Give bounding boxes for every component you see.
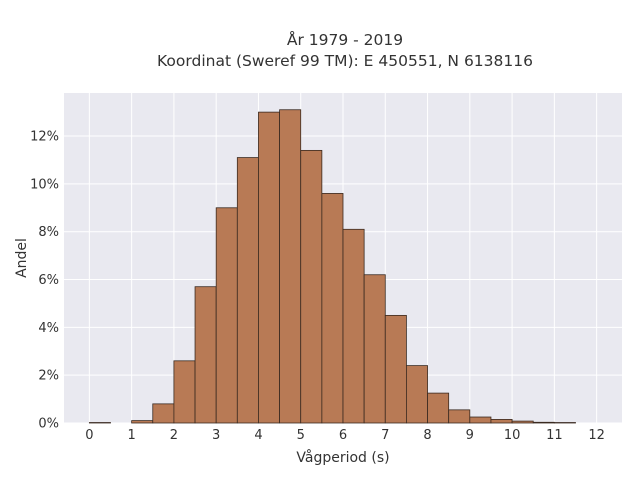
histogram-bar (173, 360, 196, 424)
x-tick-label: 9 (466, 428, 474, 443)
x-tick-label: 6 (339, 428, 347, 443)
histogram-bar (363, 274, 386, 424)
y-tick-label: 2% (38, 369, 59, 384)
histogram-bar (300, 149, 323, 424)
x-tick-label: 5 (297, 428, 305, 443)
x-axis-label: Vågperiod (s) (296, 449, 389, 466)
y-axis-label: Andel (14, 238, 30, 278)
x-tick-label: 4 (254, 428, 262, 443)
x-tick-label: 8 (423, 428, 431, 443)
histogram-bar (342, 228, 365, 424)
x-tick-label: 2 (170, 428, 178, 443)
chart-title-line-1: År 1979 - 2019 (287, 30, 403, 49)
histogram-bar (406, 365, 428, 424)
histogram-bar (258, 111, 280, 424)
histogram-bar (490, 419, 513, 424)
histogram-bar (448, 409, 471, 424)
histogram-bar (131, 420, 154, 424)
histogram-bar (384, 314, 407, 424)
histogram-bar (215, 207, 238, 424)
x-tick-label: 10 (504, 428, 521, 443)
y-tick-label: 0% (38, 417, 59, 432)
y-tick-label: 8% (38, 225, 59, 240)
y-tick-label: 10% (30, 177, 59, 192)
histogram-bar (532, 421, 555, 424)
x-tick-label: 11 (546, 428, 563, 443)
y-tick-label: 12% (30, 130, 59, 145)
histogram-bar (279, 109, 302, 424)
x-tick-label: 7 (381, 428, 389, 443)
histogram-bar (469, 416, 492, 424)
x-tick-label: 0 (85, 428, 93, 443)
histogram-bar (152, 403, 175, 424)
x-axis-ticks: 0 1 2 3 4 5 6 7 8 9 10 11 12 (85, 428, 605, 443)
y-tick-label: 4% (38, 321, 59, 336)
x-tick-label: 12 (588, 428, 605, 443)
x-tick-label: 3 (212, 428, 220, 443)
histogram-bar (511, 420, 534, 424)
histogram-bar (321, 193, 344, 424)
chart-title-line-2: Koordinat (Sweref 99 TM): E 450551, N 61… (157, 52, 533, 70)
histogram-bar (236, 157, 259, 424)
x-tick-label: 1 (127, 428, 135, 443)
y-axis-ticks: 0% 2% 4% 6% 8% 10% 12% (30, 130, 59, 432)
histogram-bars (88, 109, 576, 424)
histogram-bar (427, 392, 450, 424)
histogram-bar (194, 286, 217, 424)
y-tick-label: 6% (38, 273, 59, 288)
